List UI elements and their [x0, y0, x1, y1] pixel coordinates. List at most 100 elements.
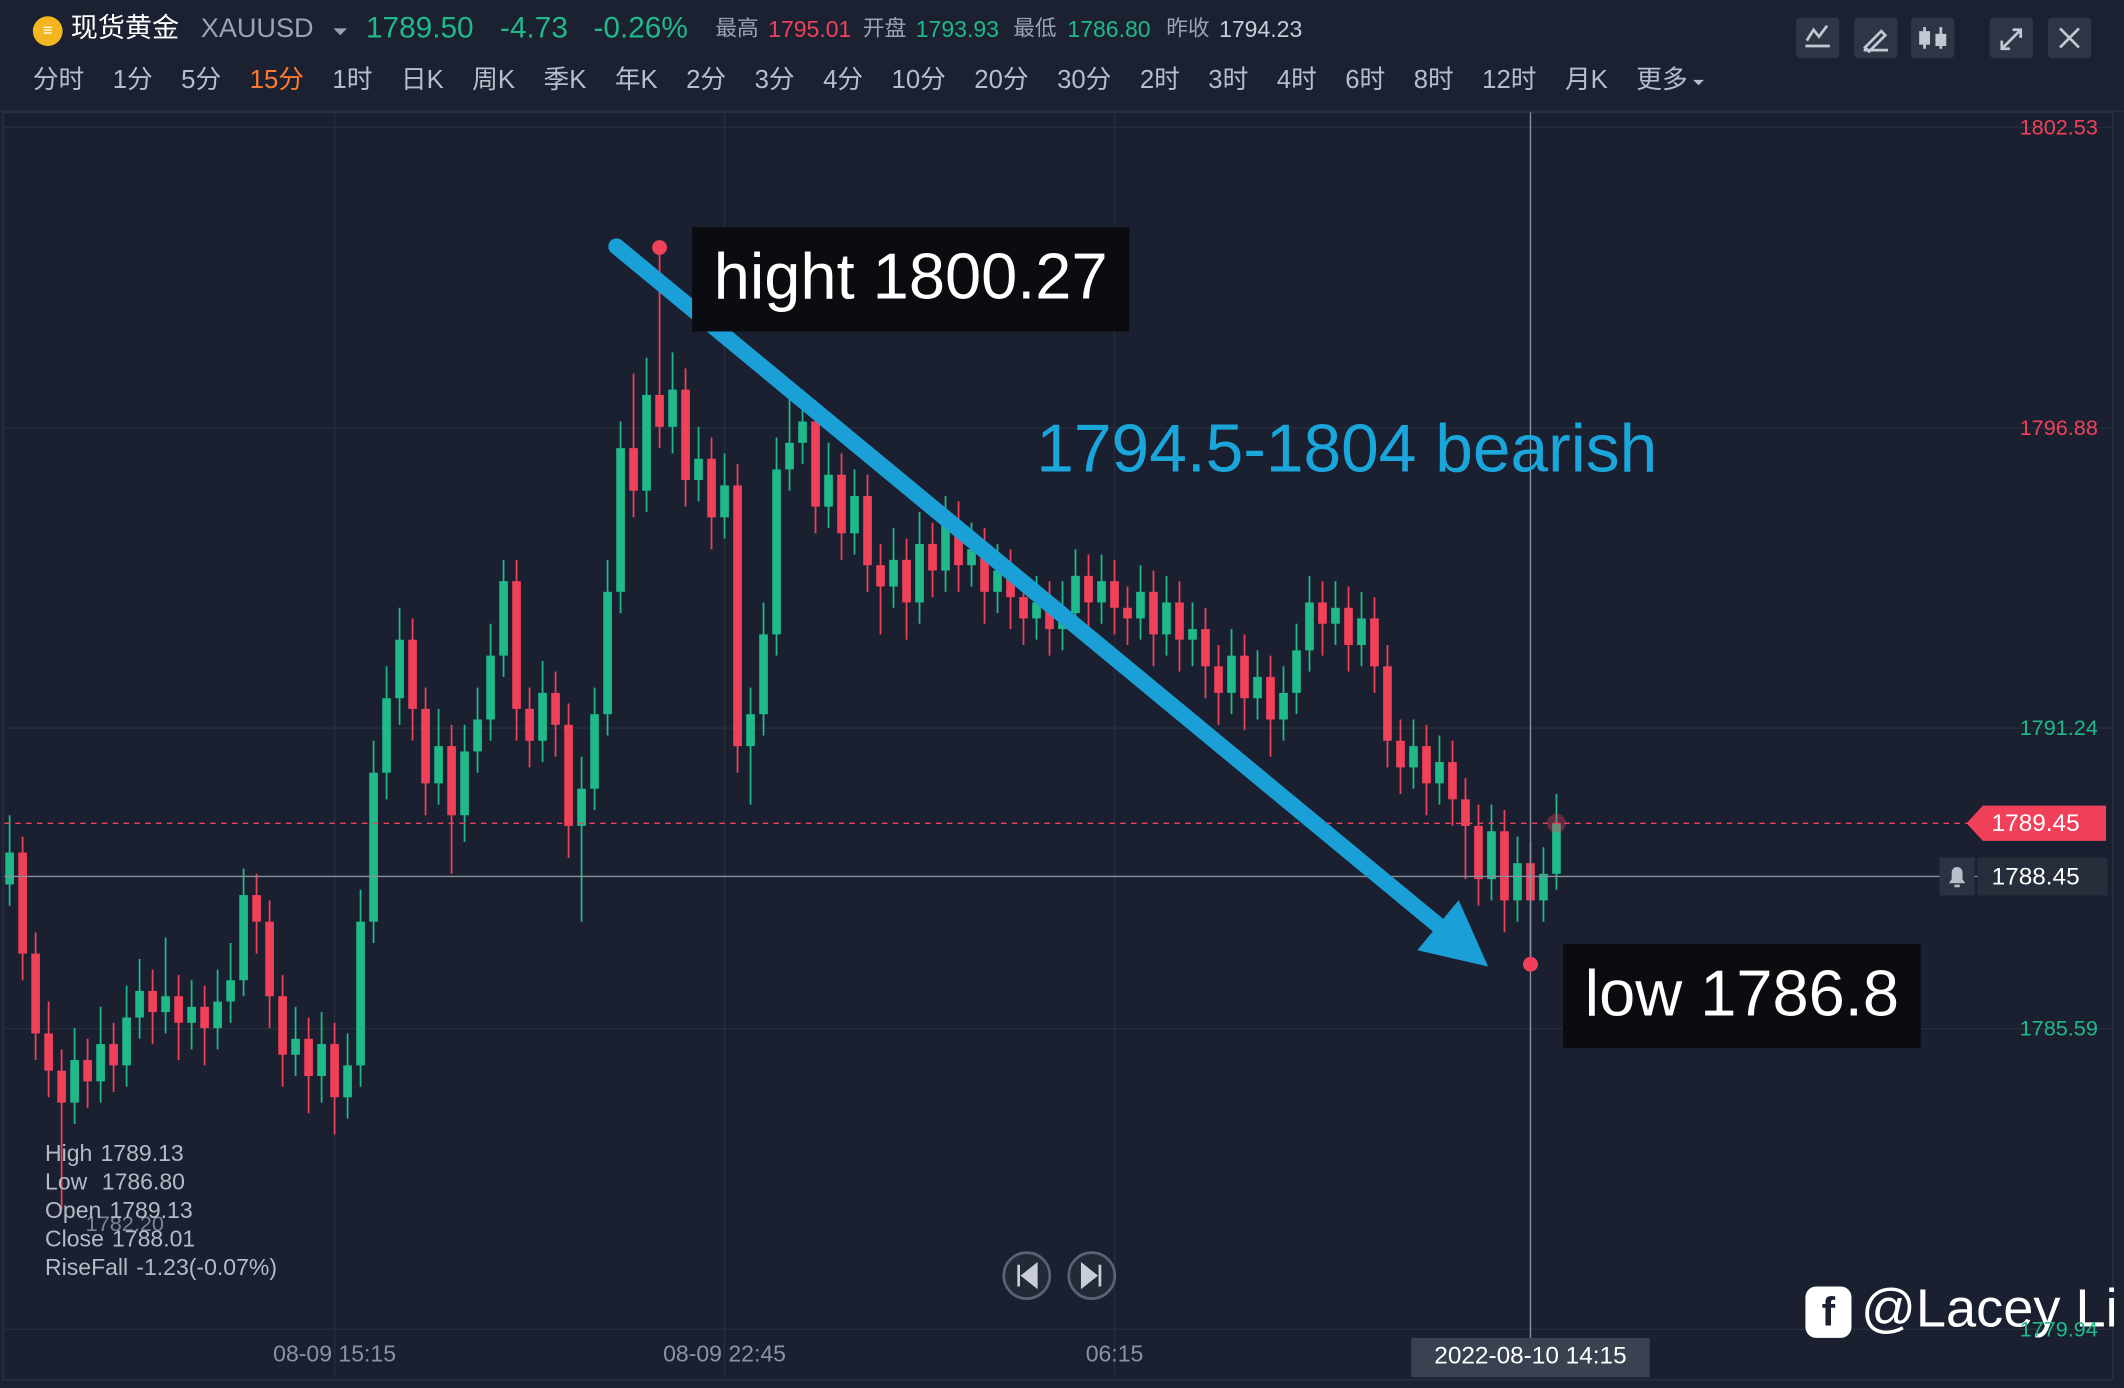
playback — [1002, 1251, 1117, 1300]
candle-body — [1422, 746, 1431, 784]
timeframe-tab[interactable]: 15分 — [250, 66, 304, 94]
candle-body — [1292, 650, 1301, 693]
candle-body — [96, 1044, 105, 1082]
candle-body — [226, 980, 235, 1002]
timeframe-tab[interactable]: 3分 — [755, 66, 795, 94]
candle-body — [967, 549, 976, 566]
timeframe-tab[interactable]: 年K — [615, 65, 658, 94]
candle-body — [369, 772, 378, 922]
candle-body — [408, 639, 417, 709]
candle-body — [980, 549, 989, 592]
stat-value: 1786.80 — [1067, 16, 1150, 42]
candle-body — [1266, 676, 1275, 720]
candle-body — [174, 996, 183, 1023]
candle-body — [252, 895, 261, 922]
gold-icon — [32, 16, 63, 47]
candle-body — [5, 852, 14, 885]
candle-body — [1448, 762, 1457, 800]
watermark: @Lacey Li — [1861, 1278, 2118, 1338]
info-line: Low 1786.80 — [45, 1169, 185, 1195]
candle-body — [44, 1033, 53, 1071]
timeframe-tab[interactable]: 20分 — [974, 66, 1028, 94]
stat-label: 昨收 — [1166, 16, 1209, 41]
timeframe-tab[interactable]: 5分 — [181, 66, 221, 94]
info-key: High — [45, 1140, 92, 1166]
toolbar-icons — [1805, 24, 2080, 54]
candle-body — [330, 1044, 339, 1098]
candle-body — [785, 442, 794, 470]
tool-button[interactable] — [1795, 17, 1840, 59]
timeframe-tab[interactable]: 分时 — [33, 65, 84, 94]
timeframe-tab[interactable]: 6时 — [1345, 65, 1385, 94]
candle-body — [837, 474, 846, 534]
info-key: Open — [45, 1197, 101, 1223]
annotation-text: hight 1800.27 — [714, 240, 1108, 313]
candle-body — [681, 389, 690, 481]
annotation-text: low 1786.8 — [1585, 956, 1899, 1029]
tool-button[interactable] — [1911, 17, 1955, 59]
timeframe-tab[interactable]: 2时 — [1140, 65, 1180, 94]
timeframe-tab[interactable]: 周K — [472, 66, 515, 94]
timeframe-tab[interactable]: 3时 — [1208, 65, 1248, 94]
info-key: Low — [45, 1169, 94, 1195]
candle-body — [1214, 666, 1223, 693]
stat-value: 1794.23 — [1219, 16, 1302, 42]
stat-value: 1795.01 — [768, 16, 851, 42]
candle-body — [278, 996, 287, 1055]
candle-body — [161, 996, 170, 1013]
candle-body — [473, 719, 482, 752]
timeframe-tab[interactable]: 月K — [1565, 66, 1608, 94]
candle-body — [603, 591, 612, 715]
dropdown-icon[interactable] — [333, 28, 348, 36]
candle-body — [538, 692, 547, 741]
crosshair-price-badge — [1977, 857, 2108, 896]
y-tick-label: 1791.24 — [2020, 715, 2098, 740]
candle-body — [447, 746, 456, 816]
candle-body — [343, 1065, 352, 1098]
timeframe-tab[interactable]: 4分 — [823, 66, 863, 94]
timeframe-tab[interactable]: 更多 — [1636, 65, 1687, 94]
x-tick-label: 06:15 — [1086, 1341, 1144, 1367]
timeframe-tab[interactable]: 10分 — [892, 66, 946, 94]
candle-body — [1500, 831, 1509, 901]
timeframe-tab[interactable]: 8时 — [1414, 65, 1454, 94]
candle-body — [304, 1038, 313, 1077]
timeframe-tab[interactable]: 1时 — [332, 65, 372, 94]
symbol-name: 现货黄金 — [71, 12, 179, 43]
candle-body — [291, 1038, 300, 1055]
candle-body — [551, 692, 560, 725]
timeframe-tab[interactable]: 季K — [544, 65, 587, 94]
timeframe-tab[interactable]: 4时 — [1277, 65, 1317, 94]
candle-body — [109, 1044, 118, 1066]
candle-body — [148, 990, 157, 1013]
price-change: -4.73 — [500, 12, 568, 45]
x-tick-label: 08-09 15:15 — [273, 1341, 396, 1367]
candle-body — [1279, 692, 1288, 720]
timeframe-tab[interactable]: 30分 — [1057, 66, 1111, 94]
candle-body — [720, 485, 729, 518]
timeframe-tab[interactable]: 12时 — [1482, 65, 1536, 94]
comment: 1794.5-1804 bearish — [1036, 412, 1657, 487]
timeframe-tab[interactable]: 2分 — [686, 66, 726, 94]
candle-body — [1110, 581, 1119, 608]
symbol-code[interactable]: XAUUSD — [201, 12, 314, 43]
crosshair-price-label: 1788.45 — [1992, 863, 2080, 890]
candle-body — [889, 559, 898, 587]
candle-body — [1552, 823, 1561, 874]
candle-body — [772, 469, 781, 635]
candle-body — [1396, 740, 1405, 768]
candle-body — [1162, 602, 1171, 635]
candle-body — [850, 496, 859, 534]
y-tick-label: 1785.59 — [2020, 1016, 2098, 1041]
candle-body — [1019, 597, 1028, 619]
timeframe-tab[interactable]: 1分 — [113, 66, 153, 94]
candle-body — [1006, 570, 1015, 598]
crosshair-time-label: 2022-08-10 14:15 — [1434, 1342, 1626, 1369]
prev-icon — [1017, 1261, 1038, 1290]
timeframe-tab[interactable]: 日K — [401, 66, 444, 94]
candle-body — [434, 746, 443, 784]
candle-body — [1240, 655, 1249, 699]
info-line: Close 1788.01 — [45, 1225, 195, 1251]
candle-body — [1474, 825, 1483, 880]
